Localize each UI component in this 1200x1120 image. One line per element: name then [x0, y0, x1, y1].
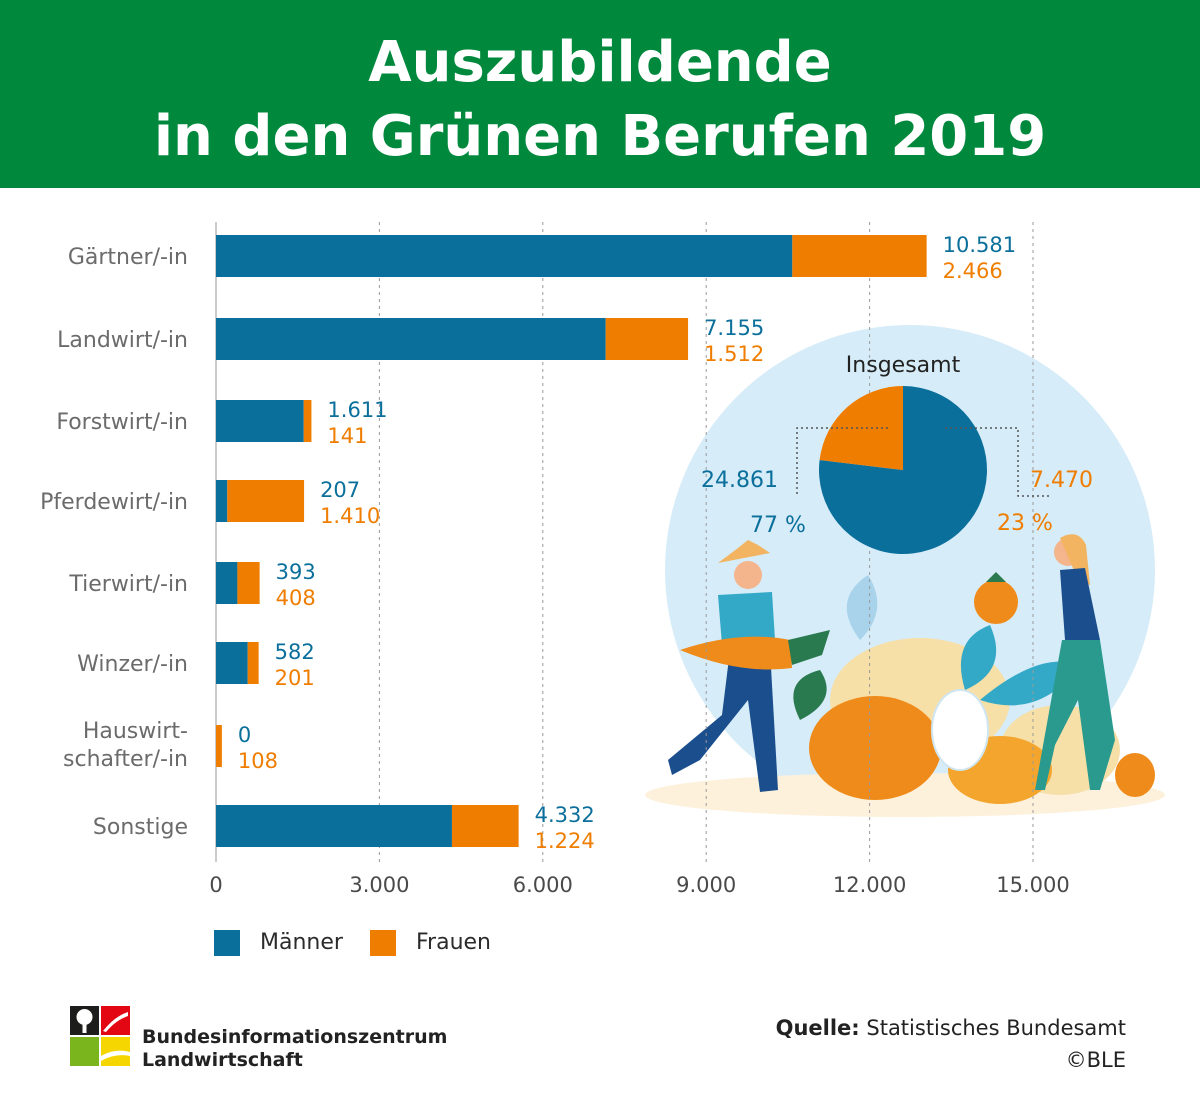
- category-label-line: Sonstige: [93, 815, 188, 840]
- pie-value-maenner: 24.861: [701, 468, 778, 493]
- bar-maenner: [216, 400, 304, 442]
- pie-percent-maenner: 77 %: [750, 513, 806, 538]
- x-tick-label: 6.000: [513, 873, 573, 897]
- source-label: Quelle:: [775, 1016, 860, 1040]
- category-label-line: Forstwirt/-in: [56, 410, 188, 435]
- value-label-maenner: 10.581: [943, 233, 1016, 257]
- inset-pie-chart: Insgesamt 24.861 77 % 7.470 23 %: [701, 353, 1093, 555]
- legend-label-frauen: Frauen: [416, 930, 492, 955]
- value-label-maenner: 207: [320, 478, 360, 502]
- bar-maenner: [216, 235, 793, 277]
- source-note: Quelle: Statistisches Bundesamt ©BLE: [776, 1012, 1126, 1076]
- value-label-frauen: 201: [275, 666, 315, 690]
- bar-frauen: [247, 642, 259, 684]
- source-text: Statistisches Bundesamt: [866, 1016, 1126, 1040]
- woman-body: [1060, 568, 1100, 640]
- legend-label-maenner: Männer: [260, 930, 343, 955]
- bar-frauen: [605, 318, 689, 360]
- radish-icon: [931, 689, 989, 771]
- bar-frauen: [792, 235, 927, 277]
- page-title-line2: in den Grünen Berufen 2019: [153, 104, 1047, 169]
- page-title-line1: Auszubildende: [368, 30, 832, 95]
- bar-frauen: [227, 480, 305, 522]
- x-tick-label: 9.000: [676, 873, 736, 897]
- pie-title: Insgesamt: [846, 353, 961, 378]
- leaf-icon: [960, 625, 997, 690]
- bar-maenner: [216, 480, 228, 522]
- category-label: Gärtner/-in: [68, 245, 188, 270]
- category-label-line: Pferdewirt/-in: [40, 490, 188, 515]
- bar-maenner: [216, 562, 238, 604]
- header-banner: Auszubildende in den Grünen Berufen 2019: [0, 0, 1200, 188]
- value-label-maenner: 1.611: [327, 398, 387, 422]
- value-label-frauen: 408: [276, 586, 316, 610]
- legend-swatch-maenner: [214, 930, 240, 956]
- legend-swatch-frauen: [370, 930, 396, 956]
- value-label-maenner: 0: [238, 723, 251, 747]
- farmer-body: [718, 592, 775, 645]
- farmer-legs: [668, 650, 778, 792]
- value-label-frauen: 1.512: [704, 342, 764, 366]
- leaf-icon: [793, 670, 827, 720]
- logo-text-line1: Bundesinformationszentrum: [142, 1026, 448, 1048]
- category-labels: Gärtner/-in Landwirt/-in Forstwirt/-in Pfer…: [40, 245, 188, 840]
- logo-text-line2: Landwirtschaft: [142, 1049, 303, 1071]
- category-label-line: Landwirt/-in: [57, 328, 188, 353]
- pepper-icon: [1115, 753, 1155, 797]
- pie-percent-frauen: 23 %: [997, 511, 1053, 536]
- category-label-line: Hauswirt-: [83, 719, 188, 744]
- category-label-line: Winzer/-in: [77, 652, 188, 677]
- value-label-maenner: 582: [275, 640, 315, 664]
- x-tick-label: 12.000: [833, 873, 906, 897]
- category-label: Sonstige: [93, 815, 188, 840]
- tomato-icon: [974, 580, 1018, 624]
- bar-frauen: [451, 805, 519, 847]
- category-label: Forstwirt/-in: [56, 410, 188, 435]
- category-label-line: Tierwirt/-in: [68, 572, 188, 597]
- category-label-line: schafter/-in: [63, 747, 188, 772]
- category-label-line: Gärtner/-in: [68, 245, 188, 270]
- x-tick-labels: 0 3.000 6.000 9.000 12.000 15.000: [209, 873, 1069, 897]
- bar-maenner: [216, 805, 452, 847]
- x-tick-label: 0: [209, 873, 222, 897]
- copyright: ©BLE: [1065, 1048, 1126, 1072]
- value-label-frauen: 1.224: [535, 829, 595, 853]
- category-label: Landwirt/-in: [57, 328, 188, 353]
- bars-group: [216, 235, 927, 847]
- bar-maenner: [216, 642, 248, 684]
- value-label-maenner: 7.155: [704, 316, 764, 340]
- bar-frauen: [216, 725, 222, 767]
- bar-maenner: [216, 318, 606, 360]
- pie-value-frauen: 7.470: [1030, 468, 1093, 493]
- woman-legs: [1035, 640, 1115, 790]
- category-label: Hauswirt-schafter/-in: [63, 719, 188, 772]
- carrot-icon: [680, 636, 792, 670]
- value-label-maenner: 393: [276, 560, 316, 584]
- source-line: Quelle: Statistisches Bundesamt: [776, 1012, 1126, 1044]
- pumpkin-icon: [809, 696, 941, 800]
- x-tick-label: 15.000: [996, 873, 1069, 897]
- ble-logo-icon: [70, 1006, 130, 1066]
- pie-leader-maenner: [796, 427, 888, 496]
- pie-leader-frauen: [945, 427, 1052, 497]
- logo-text: Bundesinformationszentrum Landwirtschaft: [142, 1026, 447, 1072]
- value-label-maenner: 4.332: [535, 803, 595, 827]
- category-label: Pferdewirt/-in: [40, 490, 188, 515]
- bar-frauen: [237, 562, 260, 604]
- value-label-frauen: 1.410: [320, 504, 380, 528]
- carrot-leaves-icon: [788, 630, 830, 665]
- leaf-icon: [980, 661, 1080, 706]
- x-tick-label: 3.000: [349, 873, 409, 897]
- value-label-frauen: 108: [238, 749, 278, 773]
- category-label: Tierwirt/-in: [68, 572, 188, 597]
- farmer-head: [734, 561, 762, 589]
- bar-frauen: [303, 400, 312, 442]
- value-label-frauen: 2.466: [943, 259, 1003, 283]
- tomato-stem-icon: [986, 572, 1006, 582]
- value-label-frauen: 141: [327, 424, 367, 448]
- farmer-hat-icon: [718, 540, 770, 563]
- category-label: Winzer/-in: [77, 652, 188, 677]
- stacked-bar-chart: Gärtner/-in Landwirt/-in Forstwirt/-in Pfer…: [40, 222, 1165, 897]
